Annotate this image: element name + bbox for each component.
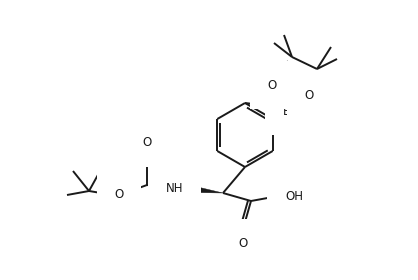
Text: O: O [115,188,124,202]
Text: B: B [283,104,291,118]
Text: O: O [268,78,277,92]
Text: NH: NH [166,183,183,195]
Text: O: O [304,88,314,102]
Polygon shape [191,186,223,193]
Text: O: O [143,136,152,149]
Text: OH: OH [285,190,303,204]
Text: O: O [238,237,247,250]
